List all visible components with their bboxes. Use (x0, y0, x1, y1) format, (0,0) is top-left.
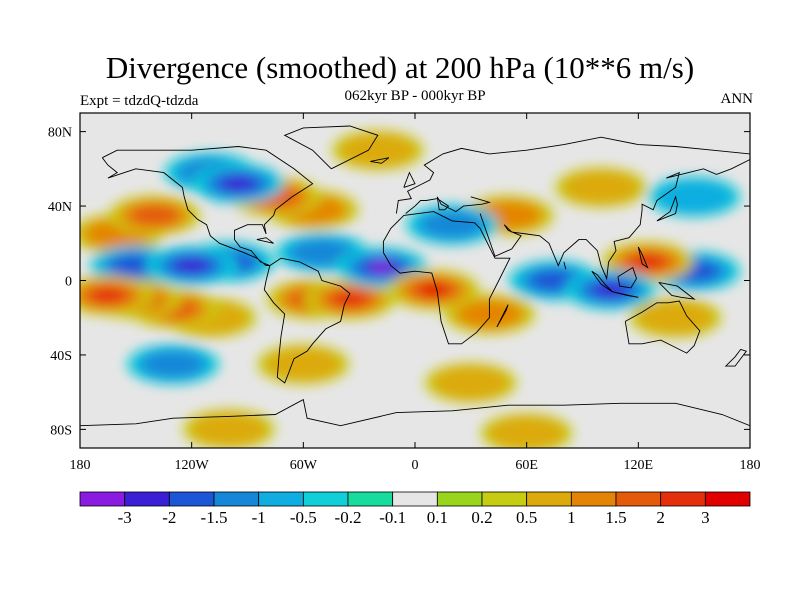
coastline-segment (256, 237, 274, 244)
coastline-segment (101, 146, 314, 267)
colorbar-swatch (392, 491, 438, 507)
coastline-segment (637, 246, 649, 269)
coastline-segment (624, 300, 701, 354)
y-tick-label: 80S (50, 423, 72, 438)
colorbar-label: 0.1 (427, 508, 448, 527)
contour-region (333, 291, 367, 307)
colorbar-swatch (168, 491, 215, 507)
coastlines (80, 125, 750, 427)
coastline-segment (656, 195, 678, 222)
contour-region (141, 350, 205, 378)
contour-region (371, 261, 392, 274)
x-tick-label: 60E (515, 458, 538, 473)
chart-title: Divergence (smoothed) at 200 hPa (10**6 … (105, 50, 695, 85)
x-tick-label: 180 (70, 458, 91, 473)
colorbar-swatch (347, 491, 394, 507)
coastline-segment (80, 398, 750, 427)
colorbar-swatch (704, 491, 751, 507)
colorbar-swatch (660, 491, 706, 507)
colorbar-label: -1 (252, 508, 266, 527)
x-tick-label: 60W (290, 458, 318, 473)
colorbar-swatch (79, 491, 126, 507)
colorbar-swatch (526, 491, 572, 507)
y-tick-label: 0 (65, 275, 72, 290)
colorbar-swatch (570, 491, 617, 507)
x-tick-label: 120E (624, 458, 654, 473)
coastline-segment (658, 281, 696, 300)
colorbar-label: -3 (118, 508, 132, 527)
colorbar-swatch (213, 491, 260, 507)
contour-region (562, 170, 640, 205)
contour-region (264, 347, 342, 382)
colorbar-label: 1.5 (605, 508, 626, 527)
coastline-segment (479, 159, 750, 281)
contour-region (190, 412, 268, 447)
coastline-segment (405, 196, 492, 214)
chart-subtitle: 062kyr BP - 000kyr BP (344, 88, 486, 104)
colorbar-label: 0.5 (516, 508, 537, 527)
coastline-segment (403, 171, 416, 188)
contour-region (423, 283, 444, 296)
colorbar-swatch (481, 491, 528, 507)
contour-region (221, 176, 255, 191)
colorbar-swatch (302, 491, 349, 507)
coastline-segment (724, 348, 748, 367)
contour-region (130, 204, 179, 226)
contour-region (655, 179, 733, 214)
coastline-segment (395, 136, 750, 214)
colorbar-label: -0.5 (290, 508, 317, 527)
coastline-segment (263, 257, 351, 384)
colorbar-label: 3 (701, 508, 710, 527)
coastline-segment (496, 304, 509, 328)
coastline-segment (283, 125, 379, 170)
experiment-label: Expt = tdzdQ-tdzda (80, 93, 199, 109)
colorbar-label: 0.2 (471, 508, 492, 527)
x-tick-label: 180 (740, 458, 761, 473)
colorbar: -3 -2 -1.5 -1 -0.5 -0.2 -0.1 0.1 0.2 0.5 1 1.5 2 3 (79, 491, 751, 527)
coastline-segment (612, 291, 639, 298)
contour-region (432, 366, 510, 400)
y-tick-label: 40N (48, 200, 72, 215)
colorbar-label: -0.2 (335, 508, 362, 527)
colorbar-label: -0.1 (379, 508, 406, 527)
colorbar-swatch (124, 491, 170, 507)
coastline-segment (617, 266, 637, 289)
colorbar-label: 1 (567, 508, 576, 527)
y-tick-label: 40S (50, 349, 72, 364)
colorbar-swatch (615, 491, 662, 507)
season-label: ANN (720, 91, 754, 107)
map-axes: 180 120W 60W 0 60E 120E 180 80N 40N 0 40S 80S (48, 113, 761, 473)
contour-region (631, 254, 665, 270)
contour-region (420, 211, 484, 239)
colorbar-label: -1.5 (201, 508, 228, 527)
contour-region (175, 258, 209, 273)
coastline-segment (563, 261, 567, 270)
colorbar-label: -2 (162, 508, 176, 527)
y-tick-label: 80N (48, 126, 72, 141)
colorbar-swatch (436, 491, 483, 507)
coastline-segment (382, 211, 511, 345)
x-tick-label: 120W (175, 458, 210, 473)
coastline-segment (591, 270, 613, 293)
contour-region (636, 300, 715, 335)
colorbar-swatch (258, 491, 304, 507)
colorbar-label: 2 (656, 508, 665, 527)
contour-region (488, 416, 566, 448)
x-tick-label: 0 (412, 458, 419, 473)
coastline-segment (370, 157, 390, 164)
contour-region (91, 288, 125, 303)
contour-region (290, 238, 354, 267)
contour-region (339, 133, 417, 168)
